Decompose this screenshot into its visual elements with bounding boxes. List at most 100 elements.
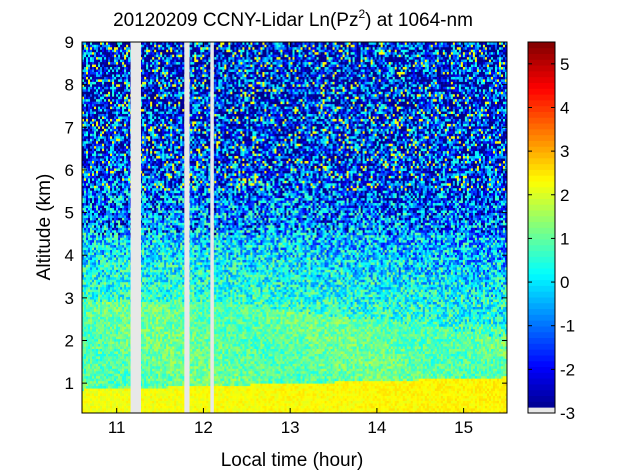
- heatmap-cell: [84, 316, 87, 320]
- heatmap-cell: [108, 373, 111, 377]
- heatmap-cell: [104, 46, 107, 50]
- heatmap-cell: [106, 353, 109, 357]
- heatmap-cell: [98, 79, 101, 82]
- heatmap-cell: [122, 262, 125, 265]
- heatmap-cell: [84, 81, 87, 85]
- heatmap-cell: [120, 81, 123, 85]
- heatmap-cell: [86, 56, 89, 60]
- heatmap-cell: [148, 341, 151, 345]
- heatmap-cell: [108, 403, 111, 406]
- heatmap-cell: [100, 56, 103, 60]
- heatmap-cell: [110, 408, 113, 411]
- title-main: 20120209 CCNY-Lidar Ln(Pz: [113, 10, 358, 31]
- heatmap-cell: [94, 46, 97, 50]
- heatmap-cell: [118, 267, 121, 270]
- heatmap-cell: [90, 311, 93, 315]
- heatmap-cell: [106, 59, 109, 63]
- heatmap-cell: [86, 358, 89, 362]
- heatmap-cell: [106, 373, 109, 377]
- heatmap-cell: [106, 207, 109, 211]
- heatmap-cell: [144, 378, 147, 382]
- heatmap-cell: [120, 410, 123, 414]
- heatmap-cell: [120, 274, 123, 278]
- heatmap-cell: [106, 267, 109, 270]
- heatmap-cell: [112, 178, 115, 181]
- heatmap-cell: [96, 232, 99, 236]
- heatmap-cell: [146, 373, 149, 377]
- heatmap-cell: [94, 348, 97, 352]
- heatmap-cell: [124, 180, 127, 184]
- heatmap-cell: [120, 405, 123, 409]
- heatmap-cell: [110, 272, 113, 275]
- heatmap-cell: [82, 46, 85, 50]
- heatmap-cell: [146, 131, 149, 134]
- heatmap-cell: [92, 393, 95, 396]
- heatmap-cell: [118, 148, 121, 152]
- heatmap-cell: [128, 135, 131, 139]
- title-suffix: ) at 1064-nm: [365, 10, 473, 31]
- heatmap-cell: [116, 116, 119, 119]
- heatmap-cell: [86, 220, 89, 223]
- heatmap-cell: [124, 197, 127, 201]
- heatmap-cell: [144, 237, 147, 241]
- heatmap-cell: [110, 128, 113, 132]
- heatmap-cell: [108, 247, 111, 251]
- heatmap-cell: [116, 309, 119, 312]
- heatmap-cell: [102, 148, 105, 152]
- heatmap-cell: [92, 163, 95, 166]
- heatmap-cell: [142, 187, 145, 191]
- heatmap-cell: [98, 237, 101, 241]
- heatmap-cell: [110, 140, 113, 144]
- heatmap-cell: [96, 61, 99, 65]
- heatmap-cell: [146, 202, 149, 206]
- heatmap-cell: [146, 49, 149, 53]
- heatmap-cell: [110, 96, 113, 100]
- heatmap-cell: [144, 103, 147, 107]
- heatmap-cell: [102, 341, 105, 345]
- heatmap-cell: [88, 123, 91, 127]
- heatmap-cell: [82, 343, 85, 347]
- heatmap-cell: [100, 375, 103, 379]
- heatmap-cell: [82, 348, 85, 352]
- heatmap-cell: [98, 353, 101, 357]
- heatmap-cell: [120, 91, 123, 95]
- heatmap-cell: [90, 398, 93, 401]
- heatmap-cell: [148, 346, 151, 349]
- heatmap-cell: [108, 368, 111, 372]
- heatmap-cell: [122, 163, 125, 166]
- heatmap-cell: [112, 403, 115, 406]
- heatmap-cell: [106, 108, 109, 112]
- heatmap-cell: [100, 155, 103, 159]
- heatmap-cell: [92, 346, 95, 349]
- heatmap-cell: [84, 220, 87, 223]
- heatmap-cell: [118, 289, 121, 293]
- heatmap-cell: [104, 323, 107, 327]
- heatmap-cell: [86, 309, 89, 312]
- heatmap-cell: [84, 116, 87, 119]
- heatmap-cell: [142, 375, 145, 379]
- heatmap-cell: [116, 131, 119, 134]
- heatmap-cell: [128, 155, 131, 159]
- heatmap-cell: [110, 262, 113, 265]
- heatmap-cell: [94, 182, 97, 186]
- heatmap-cell: [96, 398, 99, 401]
- heatmap-cell: [82, 103, 85, 107]
- heatmap-cell: [120, 247, 123, 251]
- heatmap-cell: [128, 96, 131, 100]
- heatmap-cell: [116, 304, 119, 307]
- heatmap-cell: [84, 380, 87, 384]
- heatmap-cell: [122, 249, 125, 253]
- heatmap-cell: [94, 281, 97, 285]
- heatmap-cell: [96, 113, 99, 117]
- heatmap-cell: [98, 348, 101, 352]
- heatmap-cell: [110, 71, 113, 75]
- heatmap-cell: [108, 205, 111, 209]
- heatmap-cell: [126, 249, 129, 253]
- heatmap-cell: [108, 328, 111, 332]
- heatmap-cell: [84, 96, 87, 100]
- heatmap-cell: [124, 163, 127, 166]
- heatmap-cell: [116, 96, 119, 100]
- heatmap-cell: [84, 398, 87, 401]
- heatmap-cell: [98, 408, 101, 411]
- heatmap-cell: [90, 410, 93, 414]
